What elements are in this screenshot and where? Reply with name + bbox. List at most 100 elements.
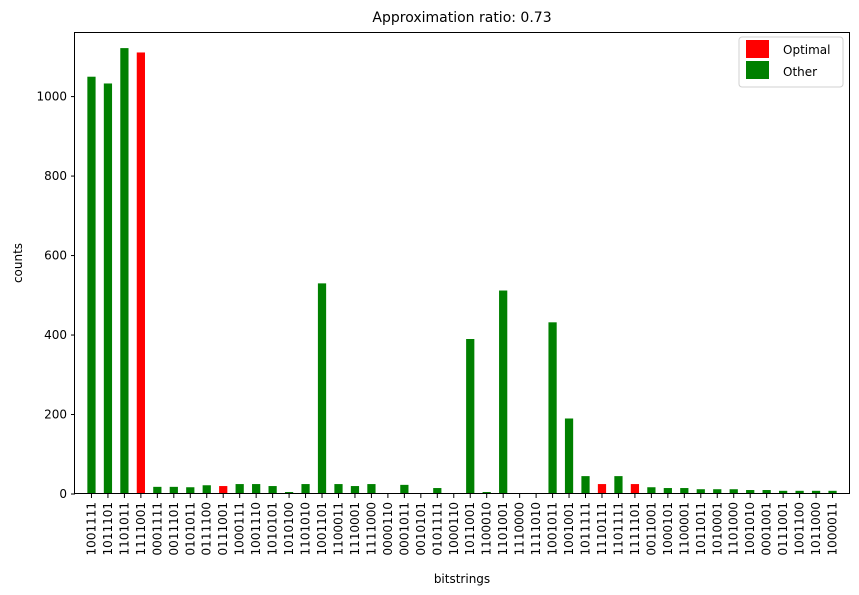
- legend-label-optimal: Optimal: [783, 43, 830, 57]
- x-tick-label: 1101010: [299, 502, 313, 555]
- bar-series: [87, 48, 837, 495]
- y-tick-label: 0: [59, 487, 67, 501]
- bar-1011101: [103, 83, 113, 494]
- bar-1001110: [252, 484, 261, 494]
- bar-1011000: [811, 490, 821, 494]
- bar-0011101: [169, 486, 178, 494]
- bar-0001001: [762, 490, 771, 494]
- bar-0001111: [153, 486, 162, 494]
- bar-1101010: [301, 484, 310, 494]
- x-tick-label: 1000111: [233, 502, 247, 555]
- bar-1110111: [597, 484, 607, 494]
- x-tick-label: 1001101: [315, 502, 329, 555]
- x-tick-label: 1011111: [579, 502, 593, 555]
- x-tick-label: 1111001: [134, 502, 148, 555]
- x-axis-label: bitstrings: [434, 572, 490, 586]
- x-tick-label: 1101011: [117, 502, 131, 555]
- bar-1001111: [87, 76, 96, 494]
- bar-0101111: [433, 488, 442, 494]
- bar-0101011: [186, 487, 195, 494]
- x-tick-label: 1011101: [101, 502, 115, 555]
- x-tick-label: 0001011: [397, 502, 411, 555]
- y-axis-label: counts: [11, 243, 25, 283]
- x-tick-label: 1011001: [463, 502, 477, 555]
- bar-1101011: [120, 48, 129, 495]
- legend-label-other: Other: [783, 65, 817, 79]
- bar-0111001: [219, 486, 228, 494]
- bar-1000011: [828, 490, 837, 494]
- x-tick-label: 1110111: [595, 502, 609, 555]
- x-tick-label: 1001011: [546, 502, 560, 555]
- x-tick-label: 1111010: [529, 502, 543, 555]
- bar-1001100: [795, 490, 804, 494]
- bar-1100001: [680, 488, 689, 494]
- plot-frame: [74, 32, 850, 494]
- x-tick-label: 1000110: [447, 502, 461, 555]
- legend-swatch-other: [746, 61, 769, 79]
- bar-1100011: [334, 484, 343, 494]
- x-tick-label: 0101111: [430, 502, 444, 555]
- x-tick-label: 1000101: [661, 502, 675, 555]
- x-axis-ticks: 1001111 1011101 1101011 1111001 0001111 00111…: [84, 494, 840, 555]
- y-tick-label: 400: [44, 328, 67, 342]
- x-tick-label: 1010101: [266, 502, 280, 555]
- bar-1011111: [581, 476, 590, 494]
- bar-0011001: [647, 487, 656, 494]
- bar-1111001: [136, 52, 145, 495]
- x-tick-label: 1011011: [694, 502, 708, 555]
- bar-1111000: [367, 484, 376, 494]
- legend: Optimal Other: [738, 36, 844, 88]
- x-tick-label: 1101001: [496, 502, 510, 555]
- x-tick-label: 1111101: [628, 502, 642, 555]
- x-tick-label: 1010100: [282, 502, 296, 555]
- bar-0001011: [400, 484, 409, 494]
- x-tick-label: 1000011: [826, 502, 840, 555]
- x-tick-label: 1010001: [710, 502, 724, 555]
- y-tick-label: 200: [44, 408, 67, 422]
- bar-1101000: [729, 489, 738, 494]
- x-tick-label: 0101011: [183, 502, 197, 555]
- chart-title: Approximation ratio: 0.73: [372, 10, 551, 26]
- x-tick-label: 1110001: [348, 502, 362, 555]
- bar-1011011: [696, 489, 705, 494]
- x-tick-label: 1101111: [611, 502, 625, 555]
- bar-1010001: [713, 489, 722, 494]
- x-tick-label: 1100010: [480, 502, 494, 555]
- bar-0111100: [202, 485, 211, 494]
- bar-1001010: [746, 490, 755, 494]
- bar-1101111: [614, 476, 623, 494]
- bar-1001101: [317, 283, 327, 494]
- y-axis-ticks: 0 200 400 600 800 1000: [36, 90, 75, 501]
- legend-swatch-optimal: [746, 40, 769, 58]
- x-tick-label: 0011001: [644, 502, 658, 555]
- x-tick-label: 0111001: [216, 502, 230, 555]
- x-tick-label: 1001001: [562, 502, 576, 555]
- x-tick-label: 0010101: [414, 502, 428, 555]
- x-tick-label: 0111100: [200, 502, 214, 555]
- x-tick-label: 1001100: [793, 502, 807, 555]
- bar-1001011: [548, 322, 557, 494]
- x-tick-label: 1011000: [809, 502, 823, 555]
- x-tick-label: 0001001: [760, 502, 774, 555]
- x-tick-label: 1111000: [364, 502, 378, 555]
- x-tick-label: 1001111: [84, 502, 98, 555]
- x-tick-label: 0001111: [150, 502, 164, 555]
- y-tick-label: 1000: [36, 90, 67, 104]
- x-tick-label: 1100011: [331, 502, 345, 555]
- bar-1001001: [564, 418, 574, 494]
- x-tick-label: 1100001: [677, 502, 691, 555]
- x-tick-label: 0011101: [167, 502, 181, 555]
- bar-1011001: [466, 339, 475, 494]
- x-tick-label: 1110000: [513, 502, 527, 555]
- bar-1101001: [499, 290, 508, 494]
- y-tick-label: 600: [44, 249, 67, 263]
- x-tick-label: 0000110: [381, 502, 395, 555]
- bar-1000101: [663, 488, 672, 494]
- bar-1110001: [350, 486, 360, 494]
- x-tick-label: 0111001: [776, 502, 790, 555]
- bar-0111001: [779, 490, 788, 494]
- x-tick-label: 1001010: [743, 502, 757, 555]
- bar-1000111: [235, 484, 244, 494]
- x-tick-label: 1001110: [249, 502, 263, 555]
